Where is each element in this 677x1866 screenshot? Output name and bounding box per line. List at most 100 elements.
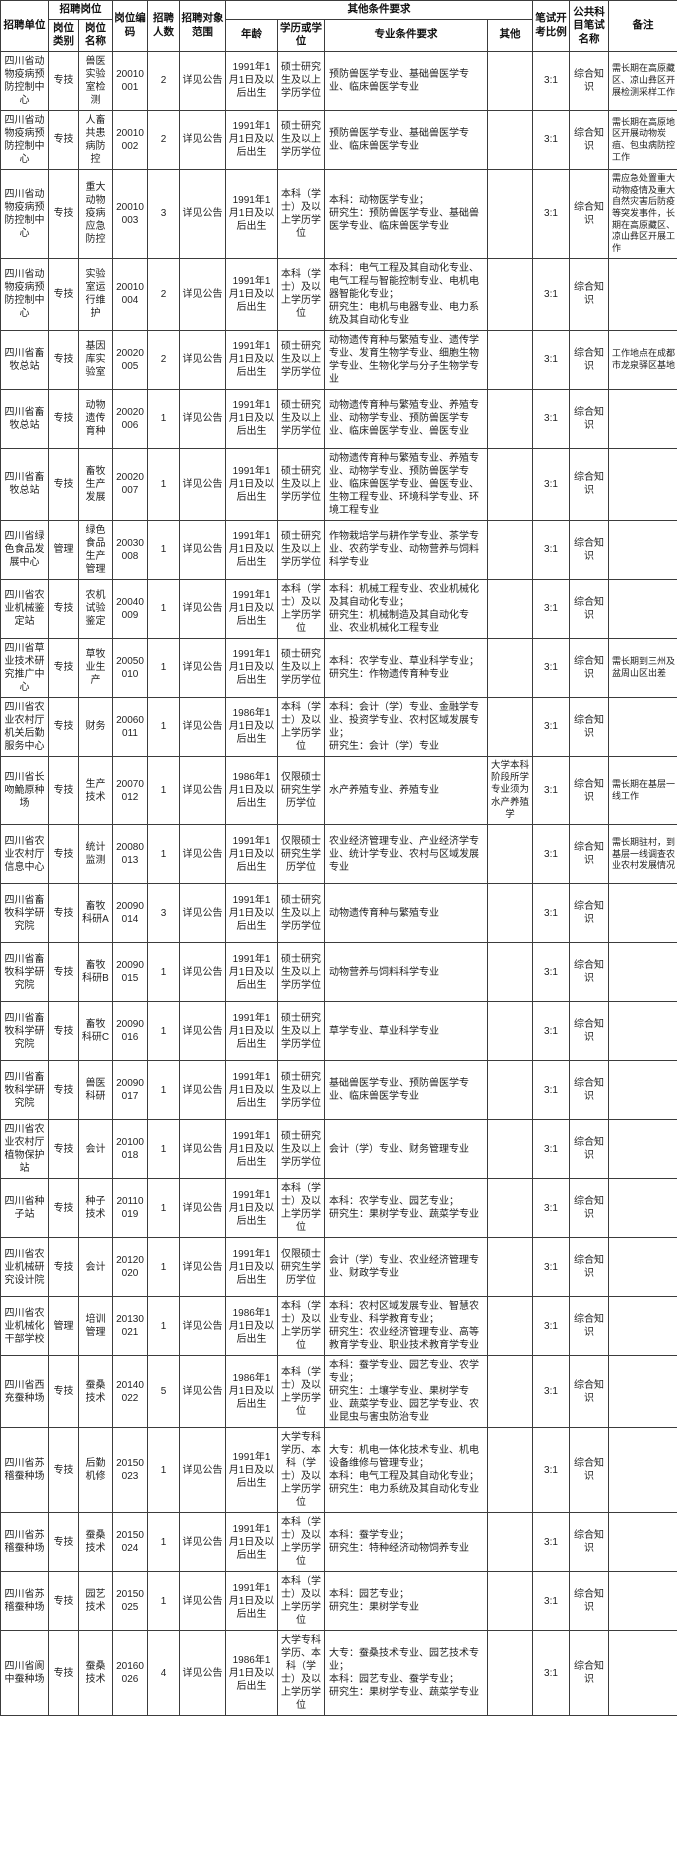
cell-post-code: 20020006 bbox=[112, 388, 148, 449]
cell-exam-ratio: 3:1 bbox=[532, 168, 570, 259]
cell-remark: 工作地点在成都市龙泉驿区基地 bbox=[608, 329, 677, 390]
cell-public-subject: 综合知识 bbox=[569, 1178, 609, 1239]
table-row: 四川省长吻鮠原种场 专技 生产技术 20070012 1 详见公告 1986年1… bbox=[0, 755, 677, 826]
cell-public-subject: 综合知识 bbox=[569, 257, 609, 331]
cell-education: 硕士研究生及以上学历学位 bbox=[277, 1060, 325, 1121]
cell-exam-ratio: 3:1 bbox=[532, 1355, 570, 1429]
cell-remark bbox=[608, 883, 677, 944]
cell-education: 硕士研究生及以上学历学位 bbox=[277, 883, 325, 944]
cell-unit: 四川省农业机械鉴定站 bbox=[0, 578, 49, 639]
table-row: 四川省畜牧总站 专技 基因库实验室 20020005 2 详见公告 1991年1… bbox=[0, 329, 677, 390]
cell-target-scope: 详见公告 bbox=[179, 257, 226, 331]
cell-public-subject: 综合知识 bbox=[569, 1355, 609, 1429]
cell-post-code: 20090015 bbox=[112, 942, 148, 1003]
cell-age: 1991年1月1日及以后出生 bbox=[225, 109, 278, 170]
cell-major: 本科：会计（学）专业、金融学专业、投资学专业、农村区域发展专业； 研究生：会计（… bbox=[324, 696, 488, 757]
cell-target-scope: 详见公告 bbox=[179, 1512, 226, 1573]
cell-target-scope: 详见公告 bbox=[179, 1296, 226, 1357]
cell-target-scope: 详见公告 bbox=[179, 168, 226, 259]
cell-exam-ratio: 3:1 bbox=[532, 519, 570, 580]
cell-headcount: 1 bbox=[147, 1001, 180, 1062]
cell-target-scope: 详见公告 bbox=[179, 578, 226, 639]
cell-education: 本科（学士）及以上学历学位 bbox=[277, 1512, 325, 1573]
cell-education: 硕士研究生及以上学历学位 bbox=[277, 447, 325, 521]
cell-post-code: 20090017 bbox=[112, 1060, 148, 1121]
table-row: 四川省西充蚕种场 专技 蚕桑技术 20140022 5 详见公告 1986年1月… bbox=[0, 1355, 677, 1429]
cell-age: 1986年1月1日及以后出生 bbox=[225, 1296, 278, 1357]
cell-post-name: 重大动物疫病应急防控 bbox=[78, 168, 113, 259]
cell-education: 本科（学士）及以上学历学位 bbox=[277, 696, 325, 757]
cell-major: 本科：电气工程及其自动化专业、电气工程与智能控制专业、电机电器智能化专业； 研究… bbox=[324, 257, 488, 331]
cell-public-subject: 综合知识 bbox=[569, 1237, 609, 1298]
cell-remark: 需长期在高原地区开展动物炭疽、包虫病防控工作 bbox=[608, 109, 677, 170]
cell-post-name: 种子技术 bbox=[78, 1178, 113, 1239]
cell-unit: 四川省畜牧总站 bbox=[0, 388, 49, 449]
cell-headcount: 1 bbox=[147, 696, 180, 757]
cell-exam-ratio: 3:1 bbox=[532, 388, 570, 449]
header-post-group: 招聘岗位 bbox=[48, 0, 113, 20]
cell-headcount: 1 bbox=[147, 1178, 180, 1239]
header-ratio: 笔试开考比例 bbox=[532, 0, 570, 52]
cell-education: 硕士研究生及以上学历学位 bbox=[277, 942, 325, 1003]
cell-public-subject: 综合知识 bbox=[569, 109, 609, 170]
cell-post-name: 草牧业生产 bbox=[78, 637, 113, 698]
cell-target-scope: 详见公告 bbox=[179, 1001, 226, 1062]
table-row: 四川省农业机械化干部学校 管理 培训管理 20130021 1 详见公告 198… bbox=[0, 1296, 677, 1357]
cell-education: 本科（学士）及以上学历学位 bbox=[277, 1355, 325, 1429]
cell-post-code: 20150025 bbox=[112, 1571, 148, 1632]
cell-unit: 四川省畜牧总站 bbox=[0, 447, 49, 521]
cell-headcount: 1 bbox=[147, 824, 180, 885]
cell-target-scope: 详见公告 bbox=[179, 1060, 226, 1121]
cell-post-name: 畜牧科研C bbox=[78, 1001, 113, 1062]
cell-other bbox=[487, 1630, 533, 1717]
cell-remark: 需长期驻村，到基层一线调查农业农村发展情况 bbox=[608, 824, 677, 885]
table-row: 四川省绿色食品发展中心 管理 绿色食品生产管理 20030008 1 详见公告 … bbox=[0, 519, 677, 580]
cell-exam-ratio: 3:1 bbox=[532, 824, 570, 885]
cell-age: 1986年1月1日及以后出生 bbox=[225, 696, 278, 757]
cell-education: 仅限硕士研究生学历学位 bbox=[277, 824, 325, 885]
cell-public-subject: 综合知识 bbox=[569, 1630, 609, 1717]
cell-post-name: 畜牧科研A bbox=[78, 883, 113, 944]
table-header: 招聘单位 招聘岗位 岗位编码 招聘人数 招聘对象范围 其他条件要求 笔试开考比例… bbox=[0, 0, 677, 52]
cell-exam-ratio: 3:1 bbox=[532, 696, 570, 757]
cell-post-code: 20150024 bbox=[112, 1512, 148, 1573]
cell-headcount: 1 bbox=[147, 755, 180, 826]
header-unit: 招聘单位 bbox=[0, 0, 49, 52]
cell-category: 专技 bbox=[48, 1119, 79, 1180]
cell-age: 1991年1月1日及以后出生 bbox=[225, 1427, 278, 1514]
cell-target-scope: 详见公告 bbox=[179, 883, 226, 944]
cell-headcount: 1 bbox=[147, 1512, 180, 1573]
cell-category: 专技 bbox=[48, 50, 79, 111]
cell-category: 专技 bbox=[48, 447, 79, 521]
header-remark: 备注 bbox=[608, 0, 677, 52]
cell-post-code: 20110019 bbox=[112, 1178, 148, 1239]
cell-remark bbox=[608, 1296, 677, 1357]
cell-unit: 四川省苏稽蚕种场 bbox=[0, 1427, 49, 1514]
cell-category: 专技 bbox=[48, 1630, 79, 1717]
table-row: 四川省草业技术研究推广中心 专技 草牧业生产 20050010 1 详见公告 1… bbox=[0, 637, 677, 698]
header-subject: 公共科目笔试名称 bbox=[569, 0, 609, 52]
cell-other bbox=[487, 578, 533, 639]
cell-remark bbox=[608, 388, 677, 449]
cell-major: 本科：机械工程专业、农业机械化及其自动化专业； 研究生：机械制造及其自动化专业、… bbox=[324, 578, 488, 639]
cell-unit: 四川省草业技术研究推广中心 bbox=[0, 637, 49, 698]
cell-post-name: 农机试验鉴定 bbox=[78, 578, 113, 639]
cell-education: 硕士研究生及以上学历学位 bbox=[277, 329, 325, 390]
cell-major: 大专：蚕桑技术专业、园艺技术专业； 本科：园艺专业、蚕学专业； 研究生：果树学专… bbox=[324, 1630, 488, 1717]
cell-major: 作物栽培学与耕作学专业、茶学专业、农药学专业、动物营养与饲料科学专业 bbox=[324, 519, 488, 580]
cell-headcount: 1 bbox=[147, 388, 180, 449]
cell-other bbox=[487, 168, 533, 259]
cell-other bbox=[487, 1060, 533, 1121]
cell-post-code: 20160026 bbox=[112, 1630, 148, 1717]
cell-post-code: 20030008 bbox=[112, 519, 148, 580]
cell-category: 专技 bbox=[48, 109, 79, 170]
cell-unit: 四川省长吻鮠原种场 bbox=[0, 755, 49, 826]
cell-target-scope: 详见公告 bbox=[179, 1355, 226, 1429]
cell-major: 本科：蚕学专业； 研究生：特种经济动物饲养专业 bbox=[324, 1512, 488, 1573]
cell-exam-ratio: 3:1 bbox=[532, 447, 570, 521]
cell-exam-ratio: 3:1 bbox=[532, 1178, 570, 1239]
cell-post-code: 20090014 bbox=[112, 883, 148, 944]
cell-post-name: 蚕桑技术 bbox=[78, 1355, 113, 1429]
cell-major: 预防兽医学专业、基础兽医学专业、临床兽医学专业 bbox=[324, 50, 488, 111]
cell-post-code: 20080013 bbox=[112, 824, 148, 885]
